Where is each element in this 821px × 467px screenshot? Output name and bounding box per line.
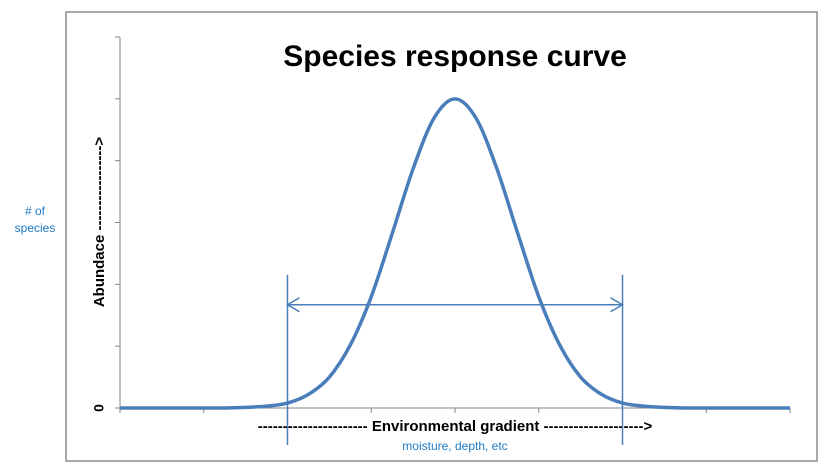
arrow-head [610, 297, 624, 313]
y-axis-label: Abundace -----------------> [91, 137, 108, 308]
side-note: # of [25, 204, 46, 218]
response-curve [120, 97, 790, 410]
y-tick-label: 0 [91, 404, 107, 412]
chart-title: Species response curve [283, 40, 627, 73]
x-axis-label: ---------------------- Environmental gra… [258, 418, 653, 435]
arrow-head [286, 297, 300, 313]
side-note: species [15, 221, 56, 235]
x-axis-note: moisture, depth, etc [402, 439, 507, 453]
chart-frame [65, 11, 818, 462]
